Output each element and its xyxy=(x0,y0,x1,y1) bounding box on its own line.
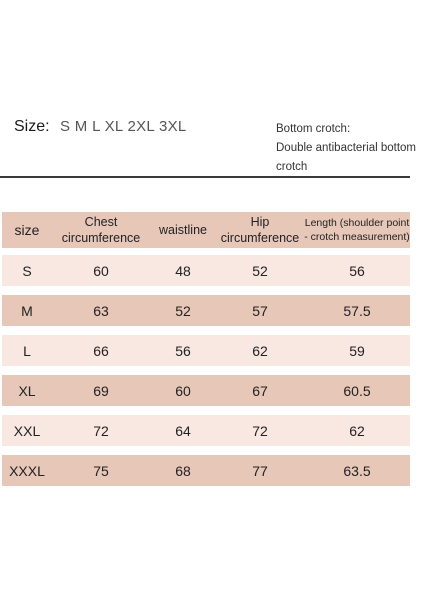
table-row: XXL 72 64 72 62 xyxy=(2,415,410,446)
size-values: S M L XL 2XL 3XL xyxy=(60,118,187,135)
header-length-line1: Length (shoulder point xyxy=(304,217,410,229)
cell-waist: 60 xyxy=(175,382,191,399)
header-chest-line2: circumference xyxy=(61,231,141,245)
header-hip-line2: circumference xyxy=(220,231,300,245)
cell-size: XXL xyxy=(13,422,41,439)
cell-waist: 64 xyxy=(175,422,191,439)
cell-size: XL xyxy=(18,382,36,399)
cell-waist: 52 xyxy=(175,302,191,319)
cell-length: 56 xyxy=(349,262,365,279)
table-row: XL 69 60 67 60.5 xyxy=(2,375,410,406)
header-length-line2: - crotch measurement) xyxy=(304,231,410,243)
cell-length: 59 xyxy=(349,342,365,359)
header-hip-line1: Hip xyxy=(250,215,270,229)
cell-hip: 62 xyxy=(252,342,268,359)
cell-size: XXXL xyxy=(9,462,45,479)
crotch-note: Bottom crotch: Double antibacterial bott… xyxy=(276,120,424,177)
cell-length: 57.5 xyxy=(343,302,371,319)
cell-length: 63.5 xyxy=(343,462,371,479)
cell-hip: 57 xyxy=(252,302,268,319)
cell-waist: 48 xyxy=(175,262,191,279)
cell-waist: 68 xyxy=(175,462,191,479)
table-row: L 66 56 62 59 xyxy=(2,335,410,366)
cell-chest: 72 xyxy=(93,422,109,439)
cell-hip: 67 xyxy=(252,382,268,399)
divider xyxy=(0,176,410,178)
crotch-note-title: Bottom crotch: xyxy=(276,123,351,135)
header-waist: waistline xyxy=(159,223,207,237)
header-length: Length (shoulder point - crotch measurem… xyxy=(304,216,410,244)
cell-chest: 75 xyxy=(93,462,109,479)
table-header-row: size Chest circumference waistline Hip c… xyxy=(2,212,410,248)
cell-hip: 72 xyxy=(252,422,268,439)
table-row: M 63 52 57 57.5 xyxy=(2,295,410,326)
header-hip: Hip circumference xyxy=(216,214,304,246)
cell-chest: 66 xyxy=(93,342,109,359)
cell-hip: 52 xyxy=(252,262,268,279)
size-chart-table: size Chest circumference waistline Hip c… xyxy=(2,212,410,495)
cell-size: L xyxy=(23,342,31,359)
header-chest-line1: Chest xyxy=(84,215,118,229)
cell-length: 62 xyxy=(349,422,365,439)
cell-chest: 69 xyxy=(93,382,109,399)
header-size: size xyxy=(14,222,40,238)
table-row: S 60 48 52 56 xyxy=(2,255,410,286)
cell-size: S xyxy=(22,262,32,279)
table-row: XXXL 75 68 77 63.5 xyxy=(2,455,410,486)
cell-length: 60.5 xyxy=(343,382,371,399)
cell-waist: 56 xyxy=(175,342,191,359)
cell-hip: 77 xyxy=(252,462,268,479)
header-chest: Chest circumference xyxy=(52,214,150,246)
cell-chest: 63 xyxy=(93,302,109,319)
cell-size: M xyxy=(21,302,33,319)
cell-chest: 60 xyxy=(93,262,109,279)
size-options-line: Size: S M L XL 2XL 3XL xyxy=(14,118,187,136)
size-label: Size: xyxy=(14,118,50,135)
crotch-note-line: crotch xyxy=(276,161,308,173)
crotch-note-line: Double antibacterial bottom xyxy=(276,142,416,154)
